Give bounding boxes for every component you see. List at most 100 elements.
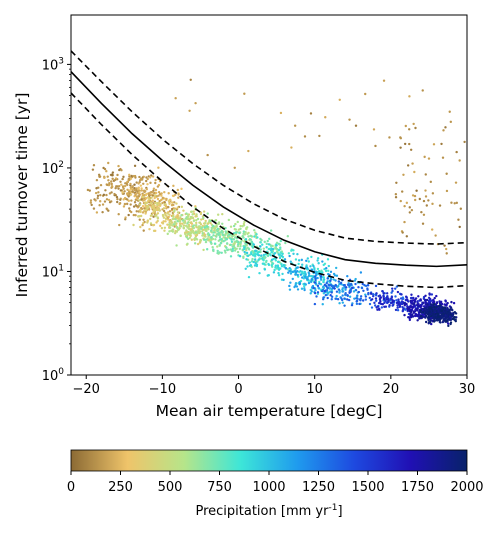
data-point <box>246 246 249 249</box>
data-point <box>321 303 324 306</box>
data-point <box>129 193 133 196</box>
data-point <box>219 238 222 241</box>
data-point <box>194 101 197 105</box>
data-point <box>430 299 433 302</box>
data-point <box>309 280 313 284</box>
data-point <box>122 198 125 201</box>
data-point <box>403 302 406 305</box>
data-point <box>403 313 406 317</box>
data-point <box>86 188 90 192</box>
data-point <box>154 191 158 195</box>
data-point <box>176 206 179 209</box>
data-point <box>271 262 275 265</box>
data-point <box>347 298 351 302</box>
x-tick-label: −10 <box>149 382 176 397</box>
data-point <box>110 184 114 188</box>
data-point <box>390 291 393 294</box>
data-point <box>189 78 192 81</box>
data-point <box>439 321 442 324</box>
data-point <box>179 234 182 237</box>
data-point <box>323 283 327 287</box>
data-point <box>408 316 412 319</box>
data-point <box>187 214 190 218</box>
data-point <box>181 219 185 222</box>
data-point <box>291 277 294 281</box>
data-point <box>175 230 179 233</box>
data-point <box>409 309 412 312</box>
data-point <box>166 232 169 236</box>
data-point <box>163 190 166 194</box>
colorbar-tick-label: 250 <box>108 480 133 495</box>
data-point <box>226 248 229 252</box>
data-point <box>318 280 321 284</box>
data-point <box>440 309 444 313</box>
data-point <box>137 182 140 185</box>
data-point <box>148 227 151 231</box>
data-point <box>186 222 189 225</box>
data-point <box>196 242 200 246</box>
colorbar-tick-label: 0 <box>67 480 75 495</box>
data-point <box>384 305 388 308</box>
data-point <box>168 222 171 226</box>
data-point <box>403 142 407 146</box>
data-point <box>130 174 133 178</box>
data-point <box>391 287 394 290</box>
data-point <box>219 241 223 245</box>
data-point <box>92 207 96 210</box>
data-point <box>233 246 236 249</box>
data-point <box>121 177 124 181</box>
data-point <box>401 231 404 234</box>
y-axis-ticks: 100 101 102 103 <box>42 56 71 384</box>
data-point <box>217 222 220 226</box>
data-point <box>412 122 415 126</box>
data-point <box>408 211 412 214</box>
data-point <box>185 229 188 232</box>
x-tick-label: −20 <box>73 382 100 397</box>
data-point <box>95 211 99 214</box>
data-point <box>123 184 127 188</box>
data-point <box>98 175 101 178</box>
data-point <box>140 189 144 192</box>
data-point <box>96 194 100 198</box>
data-point <box>370 298 374 301</box>
data-point <box>254 249 258 253</box>
data-point <box>243 92 246 95</box>
data-point <box>157 190 161 194</box>
data-point <box>338 291 341 294</box>
data-point <box>244 243 248 247</box>
data-point <box>145 188 148 191</box>
data-point <box>264 253 267 256</box>
data-point <box>116 173 119 177</box>
data-point <box>110 200 113 203</box>
data-point <box>427 157 431 160</box>
data-point <box>224 236 227 240</box>
data-point <box>266 254 270 258</box>
data-point <box>173 209 176 212</box>
data-point <box>151 206 154 209</box>
data-point <box>299 273 303 276</box>
data-point <box>348 295 352 298</box>
data-point <box>147 196 150 199</box>
data-point <box>435 305 439 309</box>
data-point <box>344 288 347 291</box>
data-point <box>161 196 165 200</box>
data-point <box>174 193 177 196</box>
data-point <box>313 281 316 284</box>
data-point <box>157 166 160 169</box>
data-point <box>209 219 212 223</box>
data-point <box>277 249 281 252</box>
data-point <box>313 275 317 278</box>
data-point <box>445 247 448 251</box>
data-point <box>212 231 216 234</box>
data-point <box>280 265 284 268</box>
data-point <box>409 148 413 151</box>
data-point <box>322 263 325 267</box>
x-axis-label: Mean air temperature [degC] <box>156 402 383 420</box>
data-point <box>399 199 402 203</box>
data-point <box>197 231 200 234</box>
data-point <box>261 262 265 265</box>
data-point <box>254 253 257 256</box>
data-point <box>428 292 431 295</box>
data-point <box>131 185 134 188</box>
data-point <box>290 146 293 149</box>
